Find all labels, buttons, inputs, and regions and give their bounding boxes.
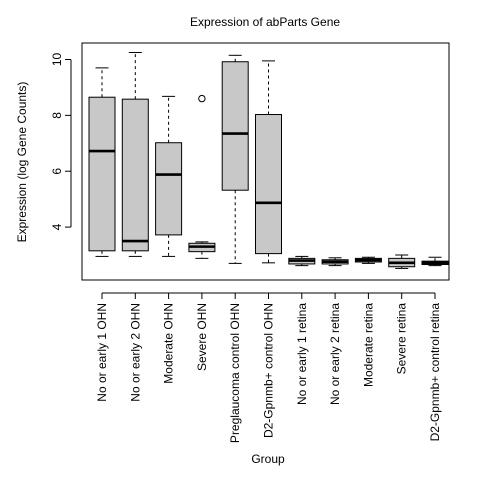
box-2 xyxy=(121,52,149,257)
box-11 xyxy=(421,256,449,267)
box-4 xyxy=(188,94,216,259)
chart-title: Expression of abParts Gene xyxy=(190,15,340,29)
box-iqr xyxy=(88,96,116,252)
x-axis-label: Group xyxy=(251,452,285,466)
y-tick-label: 8 xyxy=(50,112,64,119)
x-tick-label: D2-Gpnmb+ control retina xyxy=(428,303,442,442)
x-tick-label: No or early 1 retina xyxy=(295,303,309,405)
x-tick-label: No or early 2 retina xyxy=(328,303,342,405)
box-iqr xyxy=(221,61,249,191)
x-tick-label: Preglaucoma control OHN xyxy=(228,303,242,443)
outlier-point xyxy=(198,94,206,103)
x-tick-label: Severe retina xyxy=(395,303,409,375)
y-tick-label: 10 xyxy=(50,53,64,67)
y-tick-label: 6 xyxy=(50,168,64,175)
box-6 xyxy=(255,60,282,264)
box-3 xyxy=(155,95,183,257)
box-1 xyxy=(88,67,116,257)
box-iqr xyxy=(155,142,183,236)
y-axis-label: Expression (log Gene Counts) xyxy=(15,82,29,243)
x-tick-label: No or early 2 OHN xyxy=(128,303,142,402)
y-axis: 4 6 8 10 xyxy=(50,53,72,230)
x-tick-label: D2-Gpnmb+ control OHN xyxy=(262,303,276,438)
box-iqr xyxy=(121,98,149,252)
x-tick-label: Severe OHN xyxy=(195,303,209,371)
box-7 xyxy=(288,255,316,267)
box-8 xyxy=(321,257,349,267)
box-5 xyxy=(221,54,249,264)
box-9 xyxy=(354,256,382,264)
x-tick-label: Moderate retina xyxy=(361,303,375,387)
x-axis: No or early 1 OHN No or early 2 OHN Modera… xyxy=(95,292,442,443)
x-tick-label: Moderate OHN xyxy=(162,303,176,384)
boxes-group xyxy=(88,52,449,269)
box-10 xyxy=(388,254,416,269)
box-iqr xyxy=(255,114,282,255)
x-tick-label: No or early 1 OHN xyxy=(95,303,109,402)
plot-frame xyxy=(81,42,450,281)
y-tick-label: 4 xyxy=(50,223,64,230)
